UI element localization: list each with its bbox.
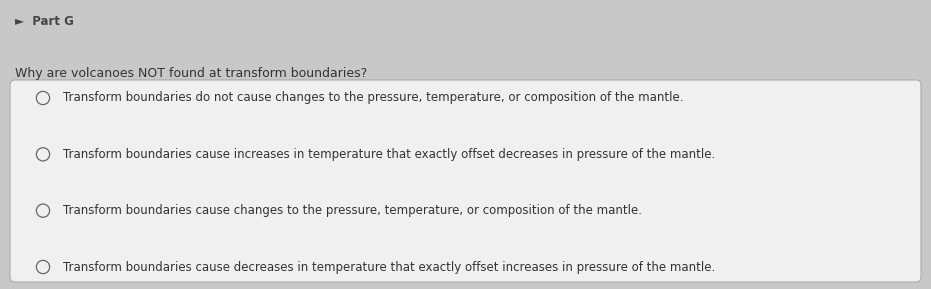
Point [35,265,50,269]
Text: Transform boundaries do not cause changes to the pressure, temperature, or compo: Transform boundaries do not cause change… [63,92,683,105]
Text: Transform boundaries cause changes to the pressure, temperature, or composition : Transform boundaries cause changes to th… [63,204,642,217]
Text: Transform boundaries cause increases in temperature that exactly offset decrease: Transform boundaries cause increases in … [63,148,715,161]
Text: Why are volcanoes NOT found at transform boundaries?: Why are volcanoes NOT found at transform… [15,67,367,80]
Text: ►  Part G: ► Part G [15,15,74,28]
Point [35,96,50,100]
Point [35,152,50,157]
Point [35,208,50,213]
Text: Transform boundaries cause decreases in temperature that exactly offset increase: Transform boundaries cause decreases in … [63,260,715,273]
FancyBboxPatch shape [10,80,921,282]
